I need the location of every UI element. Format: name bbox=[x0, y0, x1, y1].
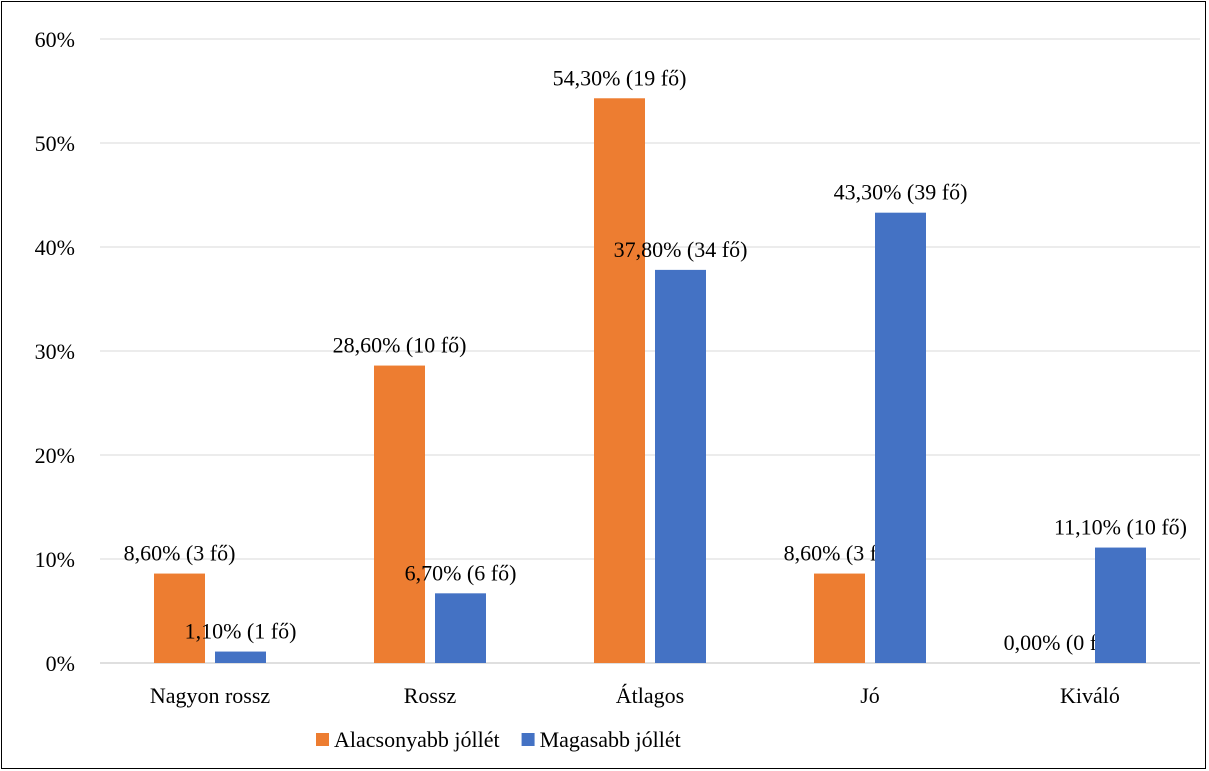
y-tick-label: 30% bbox=[35, 339, 75, 364]
bar-magasabb-2 bbox=[655, 269, 706, 663]
x-category-label: Jó bbox=[860, 683, 880, 708]
data-label: 8,60% (3 fő) bbox=[124, 541, 236, 566]
data-label: 37,80% (34 fő) bbox=[614, 237, 748, 262]
y-tick-label: 50% bbox=[35, 131, 75, 156]
legend-label: Magasabb jóllét bbox=[540, 727, 681, 752]
data-label: 11,10% (10 fő) bbox=[1054, 515, 1187, 540]
y-tick-label: 0% bbox=[46, 651, 75, 676]
x-category-label: Nagyon rossz bbox=[150, 683, 271, 708]
bar-magasabb-4 bbox=[1095, 547, 1146, 663]
x-category-label: Kiváló bbox=[1060, 683, 1120, 708]
y-tick-label: 10% bbox=[35, 547, 75, 572]
x-category-label: Rossz bbox=[404, 683, 457, 708]
bar-alacsonyabb-3 bbox=[814, 573, 865, 663]
legend-label: Alacsonyabb jóllét bbox=[334, 727, 500, 752]
y-tick-label: 40% bbox=[35, 235, 75, 260]
bar-magasabb-1 bbox=[435, 593, 486, 663]
bar-magasabb-3 bbox=[875, 212, 926, 663]
data-label: 1,10% (1 fő) bbox=[185, 619, 297, 644]
data-label: 28,60% (10 fő) bbox=[333, 333, 467, 358]
data-label: 54,30% (19 fő) bbox=[553, 65, 687, 90]
legend-swatch bbox=[316, 733, 329, 746]
x-category-label: Átlagos bbox=[616, 683, 684, 708]
bar-alacsonyabb-0 bbox=[154, 573, 205, 663]
data-label: 43,30% (39 fő) bbox=[834, 180, 968, 205]
data-label: 6,70% (6 fő) bbox=[405, 560, 517, 585]
y-tick-label: 60% bbox=[35, 27, 75, 52]
bar-magasabb-0 bbox=[215, 651, 266, 663]
bar-alacsonyabb-2 bbox=[594, 98, 645, 663]
legend-swatch bbox=[521, 733, 535, 746]
y-tick-label: 20% bbox=[35, 443, 75, 468]
bar-alacsonyabb-1 bbox=[374, 365, 425, 663]
